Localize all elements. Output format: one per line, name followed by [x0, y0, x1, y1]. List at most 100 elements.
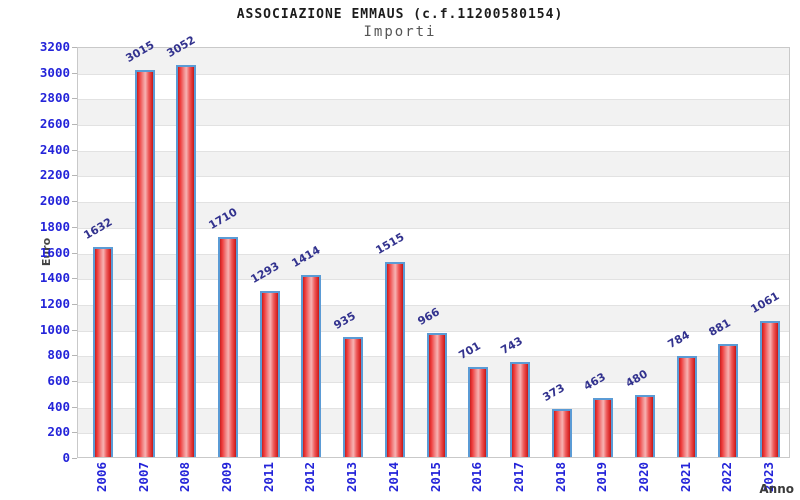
y-tick-label: 800 — [47, 347, 70, 363]
y-tick-label: 2200 — [39, 167, 70, 183]
y-tick-label: 2400 — [39, 141, 70, 157]
y-tick-mark — [72, 278, 77, 280]
bar — [217, 237, 238, 457]
x-tick-label: 2016 — [469, 462, 485, 493]
grid-band — [78, 279, 789, 305]
bar — [301, 275, 322, 457]
grid-band — [78, 330, 789, 357]
plot-area: 1632 3015 3052 1710 1293 1414 935 1515 966 701 743… — [77, 33, 790, 458]
grid-band — [78, 304, 789, 331]
y-tick-label: 3000 — [39, 64, 70, 80]
y-tick-mark — [72, 98, 77, 100]
y-tick-label: 1200 — [39, 295, 70, 311]
x-tick-label: 2021 — [677, 462, 693, 493]
bar — [343, 337, 364, 457]
x-tick-label: 2015 — [427, 462, 443, 493]
bar-value-label: 1061 — [748, 289, 782, 316]
bar — [676, 356, 697, 457]
bar-value-label: 743 — [498, 334, 525, 357]
y-axis-ticks — [72, 47, 77, 459]
y-tick-label: 3200 — [39, 39, 70, 54]
y-tick-mark — [72, 149, 77, 151]
x-tick-label: 2020 — [636, 462, 652, 493]
bar — [426, 333, 447, 457]
bar — [760, 321, 781, 457]
y-tick-mark — [72, 432, 77, 434]
bar — [384, 262, 405, 457]
y-tick-mark — [72, 201, 77, 203]
y-axis: 0 200 400 600 800 1000 1200 1400 1600 1800 2000 220… — [0, 40, 70, 465]
y-tick-mark — [72, 329, 77, 331]
bar — [468, 367, 489, 457]
x-tick-label: 2009 — [218, 462, 234, 493]
x-axis-title: Anno — [759, 482, 794, 496]
x-tick-label: 2006 — [93, 462, 109, 493]
bar — [92, 247, 113, 457]
y-tick-mark — [72, 355, 77, 357]
y-tick-mark — [72, 303, 77, 305]
bar-value-label: 373 — [540, 381, 567, 404]
y-tick-mark — [72, 458, 77, 459]
y-tick-label: 400 — [47, 398, 70, 414]
y-tick-label: 0 — [62, 450, 70, 465]
y-tick-label: 1800 — [39, 218, 70, 234]
bar-value-label: 3015 — [123, 38, 157, 65]
bar-value-label: 463 — [581, 370, 609, 393]
y-tick-label: 2600 — [39, 116, 70, 132]
x-tick-label: 2018 — [552, 462, 568, 493]
y-tick-mark — [72, 406, 77, 408]
x-axis: 2006 2007 2008 2009 2011 2012 2013 2014 2015 2016… — [77, 460, 790, 500]
y-tick-mark — [72, 175, 77, 177]
grid-band — [78, 73, 789, 100]
bar-value-label: 480 — [623, 367, 650, 390]
chart-title: ASSOCIAZIONE EMMAUS (c.f.11200580154) — [236, 7, 564, 22]
y-tick-label: 1600 — [39, 244, 70, 260]
grid-band — [78, 48, 789, 74]
plot-bars: 1632 3015 3052 1710 1293 1414 935 1515 966 701 743… — [78, 33, 789, 457]
bar-value-label: 701 — [456, 339, 484, 362]
y-tick-mark — [72, 226, 77, 228]
y-tick-mark — [72, 380, 77, 382]
bar — [635, 395, 656, 457]
y-tick-label: 600 — [47, 372, 70, 388]
y-tick-label: 2800 — [39, 90, 70, 106]
x-tick-label: 2013 — [344, 462, 360, 493]
x-tick-label: 2017 — [510, 462, 526, 493]
bar-value-label: 1515 — [373, 230, 407, 257]
grid-band — [78, 227, 789, 254]
grid-band — [78, 202, 789, 228]
bar — [551, 409, 572, 457]
bar — [134, 70, 155, 457]
y-tick-mark — [72, 252, 77, 254]
bar — [509, 362, 530, 457]
grid-band — [78, 176, 789, 202]
x-tick-label: 2012 — [302, 462, 318, 493]
y-tick-mark — [72, 124, 77, 126]
x-tick-label: 2011 — [260, 462, 276, 493]
x-tick-label: 2022 — [719, 462, 735, 493]
y-tick-label: 1400 — [39, 270, 70, 286]
y-tick-mark — [72, 72, 77, 74]
y-tick-label: 200 — [47, 424, 70, 440]
bar — [718, 344, 739, 457]
bar-value-label: 1414 — [289, 243, 323, 270]
grid-band — [78, 125, 789, 151]
chart-subtitle: Importi — [363, 24, 437, 40]
x-tick-label: 2019 — [594, 462, 610, 493]
x-tick-label: 2007 — [135, 462, 151, 493]
bar-value-label: 966 — [415, 305, 442, 328]
grid-band — [78, 253, 789, 280]
y-tick-label: 2000 — [39, 193, 70, 209]
bar-value-label: 881 — [706, 316, 734, 339]
bar — [259, 291, 280, 457]
y-tick-label: 1000 — [39, 321, 70, 337]
bar-value-label: 1710 — [206, 205, 240, 232]
bar-value-label: 1293 — [248, 259, 282, 286]
grid-band — [78, 150, 789, 177]
bar-value-label: 935 — [331, 309, 358, 332]
x-tick-label: 2008 — [177, 462, 193, 493]
bar-value-label: 784 — [665, 328, 692, 351]
bar — [176, 65, 197, 457]
y-tick-mark — [72, 47, 77, 48]
